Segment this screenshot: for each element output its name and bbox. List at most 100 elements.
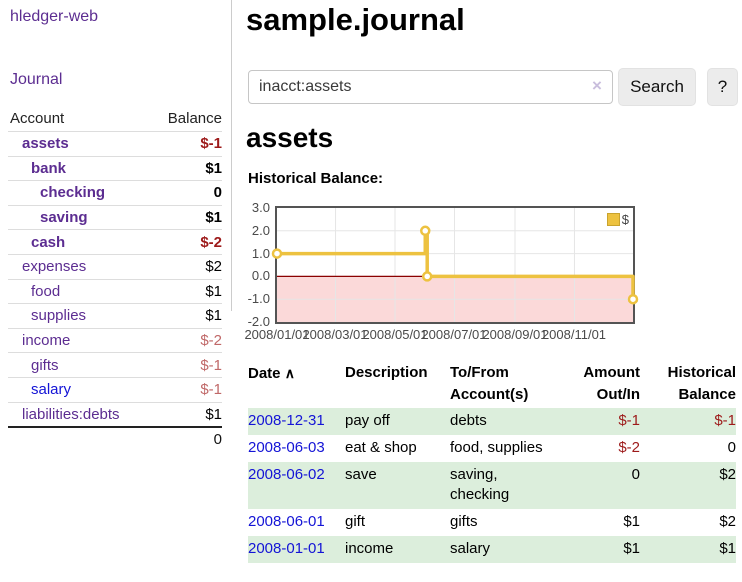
register-row: 2008-06-03 eat & shop food, supplies $-2… <box>248 435 736 462</box>
y-tick-label: 0.0 <box>251 268 270 283</box>
transaction-amount: $-2 <box>618 439 640 456</box>
account-link-gifts[interactable]: gifts <box>31 356 59 374</box>
account-link-checking[interactable]: checking <box>40 184 106 202</box>
sidebar-divider <box>231 0 232 311</box>
clear-search-icon[interactable]: × <box>592 76 602 95</box>
transaction-description: save <box>345 466 377 483</box>
chart-canvas <box>271 208 639 322</box>
account-link-assets[interactable]: assets <box>22 135 69 153</box>
account-balance: $-1 <box>200 356 222 374</box>
sidebar-item-journal[interactable]: Journal <box>10 71 63 88</box>
account-balance: $-2 <box>200 332 222 350</box>
account-link-liabilities-debts[interactable]: liabilities:debts <box>22 405 120 423</box>
account-link-bank[interactable]: bank <box>31 159 67 177</box>
account-link-supplies[interactable]: supplies <box>31 307 87 325</box>
transaction-description: pay off <box>345 412 390 429</box>
y-tick-label: -1.0 <box>247 291 270 306</box>
transaction-balance: $2 <box>719 466 736 483</box>
account-row-expenses: expenses $2 <box>8 253 222 279</box>
transaction-balance: $2 <box>719 513 736 530</box>
register-table: Date ∧ Description To/From Account(s) Am… <box>248 360 736 563</box>
transaction-balance: $-1 <box>714 412 736 429</box>
transaction-description: eat & shop <box>345 439 417 456</box>
register-row: 2008-12-31 pay off debts $-1 $-1 <box>248 408 736 435</box>
balance-column-header: Balance <box>167 110 222 127</box>
register-header-row: Date ∧ Description To/From Account(s) Am… <box>248 360 736 408</box>
x-tick-label: 2008/01/01 <box>244 327 310 342</box>
transaction-date-link[interactable]: 2008-06-01 <box>248 513 325 530</box>
transaction-accounts: salary <box>450 540 491 557</box>
transaction-date-link[interactable]: 2008-06-03 <box>248 439 325 456</box>
transaction-accounts: saving, checking <box>450 466 510 503</box>
register-row: 2008-01-01 income salary $1 $1 <box>248 536 736 563</box>
transaction-amount: $1 <box>623 540 640 557</box>
transaction-date-link[interactable]: 2008-06-02 <box>248 466 325 483</box>
transaction-accounts: debts <box>450 412 487 429</box>
section-title: assets <box>246 122 334 153</box>
x-tick-label: 2008/11/01 <box>541 327 607 342</box>
brand-link[interactable]: hledger-web <box>10 8 99 25</box>
account-balance: $1 <box>205 159 222 177</box>
account-column-header: To/From Account(s) <box>450 364 529 403</box>
account-link-salary[interactable]: salary <box>31 381 72 399</box>
x-tick-label: 2008/03/01 <box>302 327 368 342</box>
help-button[interactable]: ? <box>707 68 738 106</box>
account-row-income: income $-2 <box>8 327 222 353</box>
account-balance: $1 <box>205 405 222 423</box>
legend-swatch-icon <box>606 213 620 226</box>
transaction-description: gift <box>345 513 366 530</box>
legend-label: $ <box>621 212 629 227</box>
account-row-bank: bank $1 <box>8 155 222 181</box>
account-link-expenses[interactable]: expenses <box>22 258 87 276</box>
page-title: sample.journal <box>246 2 465 37</box>
account-balance: $2 <box>205 258 222 276</box>
account-balance: $1 <box>205 209 222 227</box>
account-link-food[interactable]: food <box>31 282 61 300</box>
accounts-total-value: 0 <box>213 430 222 448</box>
transaction-amount: $1 <box>623 513 640 530</box>
y-tick-label: 2.0 <box>251 223 270 238</box>
account-row-saving: saving $1 <box>8 204 222 230</box>
transaction-description: income <box>345 540 394 557</box>
account-balance: $1 <box>205 307 222 325</box>
register-row: 2008-06-02 save saving, checking 0 $2 <box>248 462 736 509</box>
account-link-cash[interactable]: cash <box>31 233 66 251</box>
date-column-header[interactable]: Date ∧ <box>248 365 295 382</box>
transaction-date-link[interactable]: 2008-12-31 <box>248 412 325 429</box>
account-balance: $1 <box>205 282 222 300</box>
account-row-cash: cash $-2 <box>8 229 222 254</box>
transaction-date-link[interactable]: 2008-01-01 <box>248 540 325 557</box>
account-row-checking: checking 0 <box>8 180 222 205</box>
accounts-total-row: 0 <box>8 426 222 450</box>
account-link-saving[interactable]: saving <box>40 209 88 227</box>
transaction-balance: $1 <box>719 540 736 557</box>
account-balance-table: Account Balance assets $-1 bank $1 check… <box>8 106 222 450</box>
account-balance: $-1 <box>200 135 222 153</box>
account-column-header: Account <box>10 110 65 127</box>
account-balance: $-2 <box>200 233 222 251</box>
transaction-balance: 0 <box>727 439 736 456</box>
account-link-income[interactable]: income <box>22 332 71 350</box>
x-tick-label: 2008/05/01 <box>362 327 428 342</box>
account-row-supplies: supplies $1 <box>8 303 222 328</box>
y-tick-label: 1.0 <box>251 246 270 261</box>
chart-plot: $ <box>271 206 639 324</box>
sort-ascending-icon: ∧ <box>284 365 295 381</box>
description-column-header: Description <box>345 364 428 381</box>
x-tick-label: 2008/07/01 <box>421 327 487 342</box>
register-row: 2008-06-01 gift gifts $1 $2 <box>248 509 736 536</box>
account-row-assets: assets $-1 <box>8 131 222 156</box>
y-tick-label: -2.0 <box>247 314 270 329</box>
search-button[interactable]: Search <box>618 68 696 106</box>
account-row-salary: salary $-1 <box>8 376 222 402</box>
account-row-liabilities-debts: liabilities:debts $1 <box>8 401 222 427</box>
y-tick-label: 3.0 <box>251 200 270 215</box>
account-balance: 0 <box>213 184 222 202</box>
transaction-amount: 0 <box>631 466 640 483</box>
account-table-header: Account Balance <box>8 106 222 131</box>
search-input[interactable] <box>248 70 613 104</box>
amount-column-header: Amount Out/In <box>583 364 640 403</box>
chart-legend: $ <box>606 212 629 227</box>
account-balance: $-1 <box>200 381 222 399</box>
transaction-accounts: gifts <box>450 513 478 530</box>
